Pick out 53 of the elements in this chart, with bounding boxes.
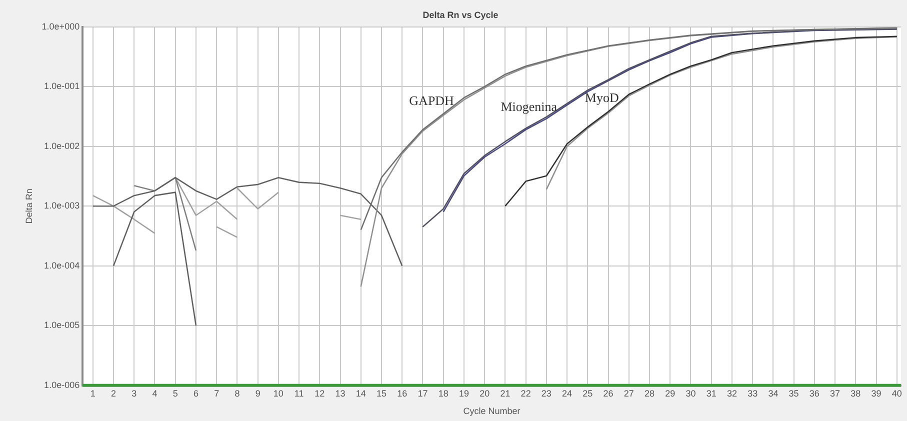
x-tick-label: 35	[788, 388, 799, 398]
x-tick-label: 23	[541, 388, 552, 398]
series-label: GAPDH	[409, 93, 454, 108]
x-tick-label: 36	[809, 388, 820, 398]
y-tick-label: 1.0e-003	[44, 200, 80, 211]
x-tick-label: 31	[706, 388, 716, 398]
y-tick-label: 1.0e-002	[44, 140, 80, 151]
x-tick-label: 2	[111, 388, 116, 398]
series-label: Miogenina	[500, 98, 558, 114]
x-tick-label: 33	[748, 388, 758, 398]
y-tick-label: 1.0e-005	[44, 320, 80, 330]
x-tick-label: 39	[871, 388, 882, 398]
x-tick-label: 40	[892, 388, 902, 398]
x-tick-label: 22	[520, 388, 531, 398]
x-tick-label: 11	[294, 388, 304, 398]
x-tick-label: 9	[255, 388, 260, 398]
x-tick-label: 38	[850, 388, 861, 398]
x-tick-label: 5	[172, 388, 178, 398]
x-tick-label: 20	[480, 388, 490, 398]
x-tick-label: 19	[458, 388, 469, 398]
x-tick-label: 21	[500, 388, 510, 398]
x-tick-label: 30	[686, 388, 696, 398]
x-tick-label: 32	[726, 388, 737, 398]
series-label: MyoD	[584, 90, 619, 105]
x-tick-label: 12	[314, 388, 325, 398]
x-tick-label: 37	[830, 388, 840, 398]
x-tick-label: 10	[273, 388, 284, 398]
x-tick-label: 4	[152, 388, 158, 398]
x-tick-label: 26	[603, 388, 614, 398]
x-tick-label: 3	[132, 388, 137, 398]
y-tick-label: 1.0e-001	[44, 81, 80, 92]
y-tick-label: 1.0e-006	[44, 380, 80, 390]
x-tick-label: 29	[665, 388, 676, 398]
y-axis-title: Delta Rn	[24, 188, 34, 224]
x-tick-label: 28	[644, 388, 655, 398]
chart-title: Delta Rn vs Cycle	[422, 10, 498, 20]
x-tick-label: 25	[582, 388, 593, 398]
x-tick-label: 34	[768, 388, 778, 398]
x-tick-label: 17	[418, 388, 428, 398]
x-tick-label: 1	[90, 388, 96, 398]
x-axis-title: Cycle Number	[463, 406, 520, 416]
x-tick-label: 27	[624, 388, 634, 398]
y-tick-label: 1.0e+000	[42, 21, 80, 32]
x-tick-label: 14	[356, 388, 366, 398]
x-tick-label: 18	[438, 388, 448, 398]
x-tick-label: 16	[397, 388, 408, 398]
y-tick-label: 1.0e-004	[44, 260, 80, 270]
x-tick-label: 15	[376, 388, 387, 398]
x-tick-label: 7	[214, 388, 220, 398]
x-tick-label: 13	[335, 388, 346, 398]
x-tick-label: 6	[193, 388, 198, 398]
x-tick-label: 8	[234, 388, 240, 398]
x-tick-label: 24	[562, 388, 572, 398]
